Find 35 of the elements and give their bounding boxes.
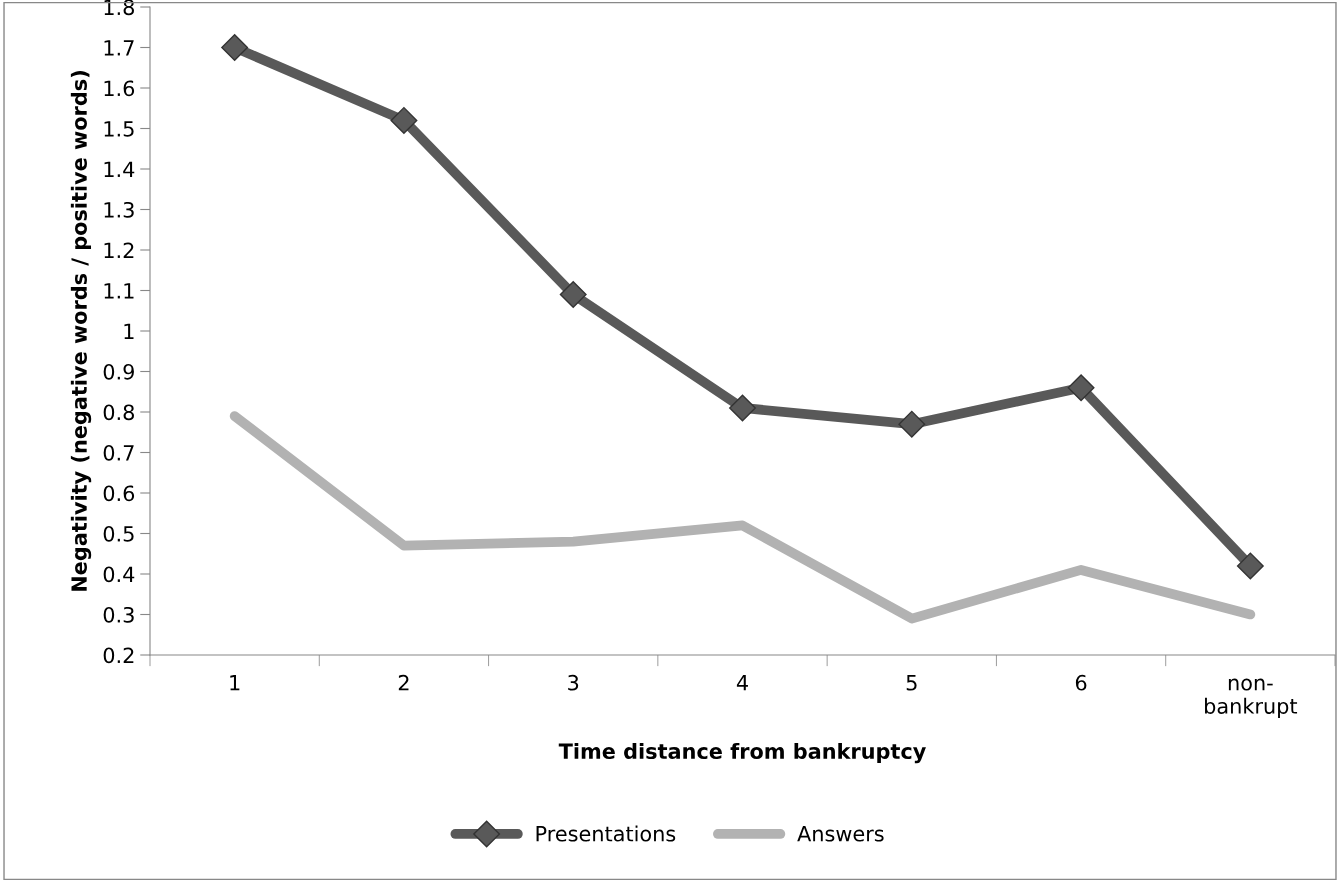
point	[1067, 374, 1095, 402]
y-tick-label: 0.4	[103, 566, 135, 583]
y-tick-label: 0.8	[103, 404, 134, 421]
x-tick-label: 6	[1075, 674, 1087, 691]
y-tick-label: 1.6	[104, 80, 135, 97]
y-tick-label: 1.1	[104, 283, 134, 299]
point	[729, 394, 756, 422]
point	[390, 106, 418, 134]
point	[221, 34, 249, 61]
point	[898, 410, 926, 438]
y-tick-label: 1.4	[104, 161, 135, 177]
x-tick-label: 1	[230, 675, 240, 691]
x-tick-label: 3	[568, 674, 579, 691]
y-tick-label: 0.7	[103, 444, 134, 461]
point	[1236, 552, 1264, 580]
x-tick-label: 4	[736, 675, 748, 691]
y-tick-label: 0.9	[103, 363, 134, 380]
y-tick-label: 0.2	[103, 647, 134, 664]
legend-label: Answers	[797, 826, 884, 842]
x-tick-label: 5	[906, 675, 917, 691]
x-axis-title: Time distance from bankruptcy	[558, 742, 926, 764]
y-tick-label: 1.8	[104, 0, 134, 16]
y-tick-label: 1	[124, 323, 134, 339]
y-axis-title: Negativity (negative words / positive words)	[70, 71, 92, 591]
x-tick-label: non- bankrupt	[1205, 678, 1298, 718]
point	[559, 281, 587, 309]
y-tick-label: 1.7	[104, 40, 134, 56]
x-tick-label: 2	[398, 674, 409, 691]
y-tick-label: 1.2	[104, 242, 134, 258]
legend-label: Presentations	[536, 825, 676, 842]
y-tick-label: 0.5	[103, 525, 134, 542]
y-tick-label: 1.3	[104, 201, 134, 218]
y-tick-label: 0.3	[103, 606, 134, 623]
y-tick-label: 0.6	[103, 485, 135, 502]
y-tick-label: 1.5	[104, 121, 134, 137]
